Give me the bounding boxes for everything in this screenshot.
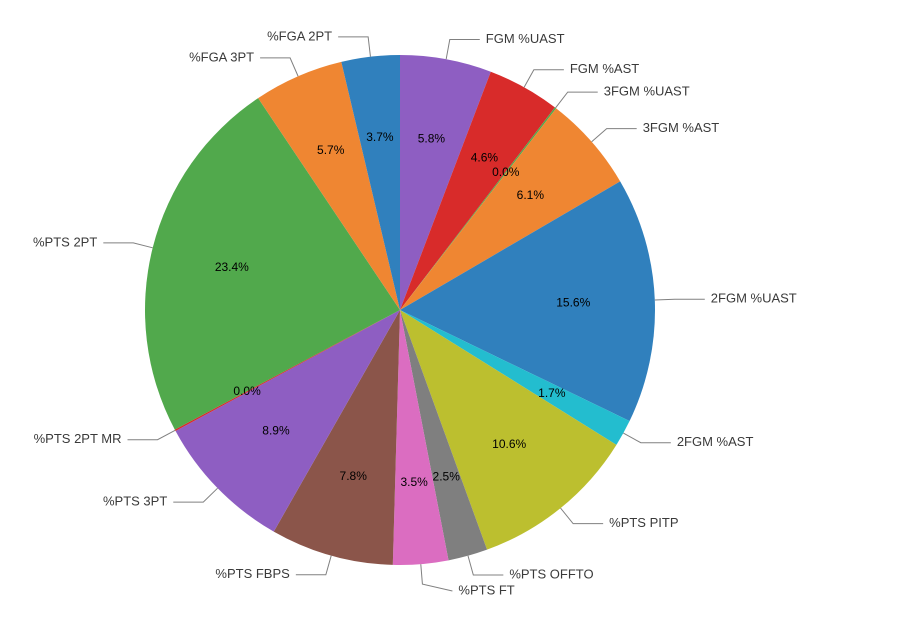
pie-slice-label: 2FGM %UAST	[711, 291, 797, 306]
pie-slice-value: 3.5%	[400, 475, 428, 489]
pie-slice-value: 2.5%	[433, 469, 461, 483]
pie-leader-line	[173, 488, 217, 502]
pie-slice-value: 23.4%	[215, 260, 249, 274]
pie-leader-line	[524, 70, 564, 87]
pie-leader-line	[296, 556, 331, 575]
pie-leader-line	[421, 564, 453, 591]
pie-slice-value: 4.6%	[471, 151, 499, 165]
pie-leader-line	[655, 299, 705, 300]
pie-leader-line	[338, 37, 370, 57]
pie-leader-line	[446, 40, 480, 60]
pie-slice-value: 6.1%	[517, 188, 545, 202]
pie-leader-line	[260, 58, 298, 76]
pie-slice-label: FGM %UAST	[486, 31, 565, 46]
pie-slice-label: %PTS 2PT	[33, 234, 97, 249]
pie-leader-line	[561, 508, 604, 524]
pie-slice-label: %FGA 3PT	[189, 49, 254, 64]
pie-slice-value: 0.0%	[233, 384, 261, 398]
pie-slice-label: %PTS FBPS	[215, 566, 290, 581]
pie-leader-line	[103, 243, 152, 248]
pie-slice-label: %PTS 3PT	[103, 494, 167, 509]
pie-slice-label: %FGA 2PT	[267, 28, 332, 43]
pie-leader-line	[128, 430, 176, 439]
pie-slice-value: 8.9%	[262, 423, 290, 437]
pie-chart-svg: 5.8%4.6%0.0%6.1%15.6%1.7%10.6%2.5%3.5%7.…	[0, 0, 900, 634]
pie-chart-container: 5.8%4.6%0.0%6.1%15.6%1.7%10.6%2.5%3.5%7.…	[0, 0, 900, 634]
pie-slice-value: 3.7%	[366, 130, 394, 144]
pie-slice-label: %PTS OFFTO	[509, 566, 593, 581]
pie-leader-line	[623, 433, 671, 443]
pie-slice-value: 7.8%	[340, 469, 368, 483]
pie-slice-label: FGM %AST	[570, 61, 639, 76]
pie-slice-value: 5.7%	[317, 143, 345, 157]
pie-slice-label: %PTS FT	[458, 582, 514, 597]
pie-slice-label: %PTS 2PT MR	[34, 431, 122, 446]
pie-leader-line	[468, 556, 503, 575]
pie-slice-label: 2FGM %AST	[677, 434, 754, 449]
pie-slice-value: 15.6%	[556, 295, 590, 309]
pie-leader-line	[556, 92, 598, 108]
pie-slice-label: 3FGM %AST	[643, 120, 720, 135]
pie-slice-value: 10.6%	[492, 437, 526, 451]
pie-slice-value: 1.7%	[538, 386, 566, 400]
pie-slice-value: 5.8%	[418, 132, 446, 146]
pie-slice-label: 3FGM %UAST	[604, 84, 690, 99]
pie-leader-line	[592, 129, 637, 142]
pie-slice-label: %PTS PITP	[609, 515, 678, 530]
pie-slice-value: 0.0%	[492, 165, 520, 179]
